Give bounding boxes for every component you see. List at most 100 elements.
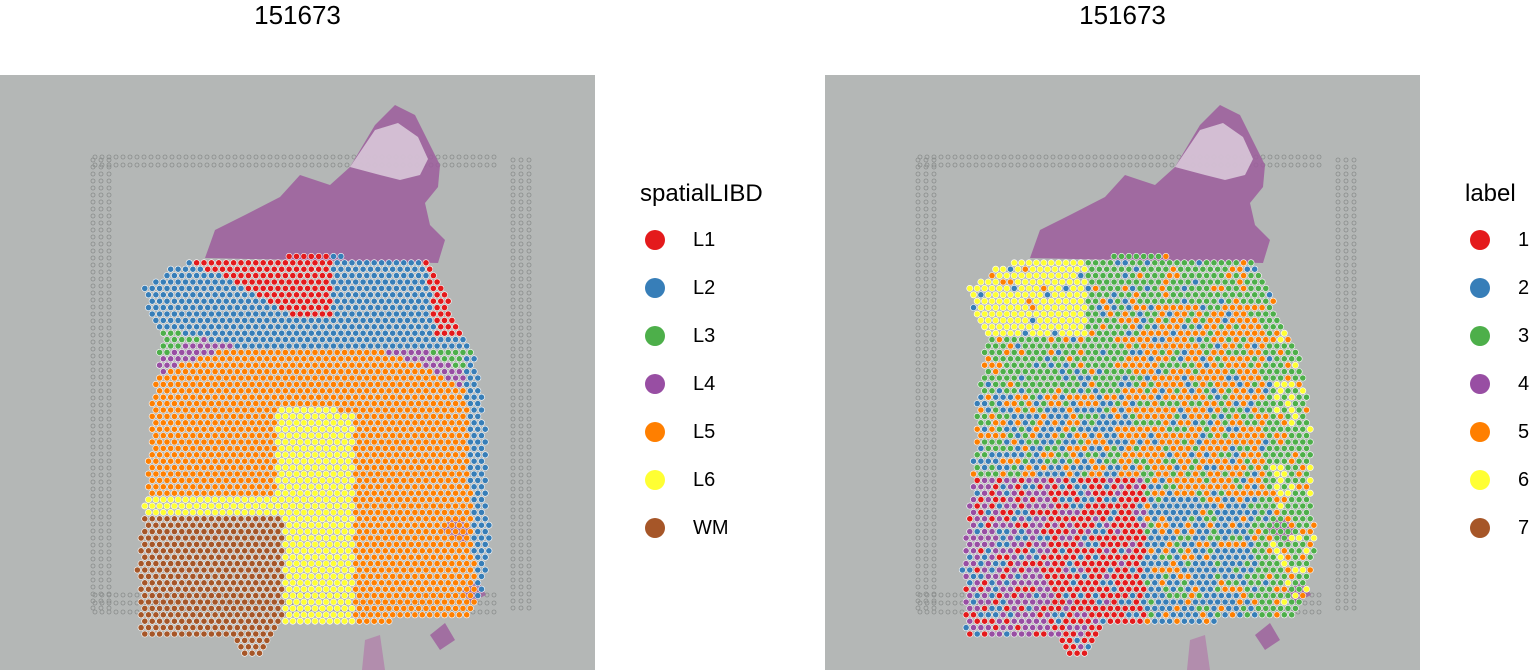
right-spot bbox=[1169, 560, 1177, 567]
left-spot bbox=[437, 323, 445, 331]
left-spot bbox=[274, 540, 282, 548]
left-spot bbox=[474, 412, 482, 420]
left-spot bbox=[333, 476, 341, 484]
left-spot bbox=[315, 560, 323, 567]
right-spot bbox=[1199, 560, 1207, 567]
left-spot bbox=[415, 374, 422, 382]
left-spot bbox=[422, 502, 430, 510]
left-spot bbox=[215, 412, 223, 420]
left-spot bbox=[300, 444, 308, 452]
left-spot bbox=[359, 329, 367, 337]
left-spot bbox=[244, 502, 252, 510]
left-spot bbox=[370, 528, 378, 535]
left-spot bbox=[422, 553, 430, 561]
right-spot bbox=[1169, 572, 1177, 580]
left-spot bbox=[145, 611, 152, 619]
left-spot bbox=[311, 374, 319, 382]
left-spot bbox=[459, 438, 467, 446]
right-spot bbox=[977, 393, 985, 401]
right-spot bbox=[1121, 438, 1129, 446]
left-spot bbox=[355, 540, 363, 548]
right-spot bbox=[1166, 284, 1173, 292]
left-spot bbox=[267, 361, 274, 369]
right-spot bbox=[1243, 368, 1251, 375]
left-spot bbox=[348, 489, 356, 497]
right-spot bbox=[1143, 592, 1151, 599]
left-spot bbox=[252, 617, 260, 625]
right-spot bbox=[1044, 419, 1051, 427]
left-spot bbox=[418, 304, 426, 311]
left-spot bbox=[463, 355, 471, 363]
left-spot bbox=[418, 291, 426, 299]
left-spot bbox=[348, 592, 356, 599]
right-spot bbox=[1203, 451, 1210, 459]
right-spot bbox=[1225, 464, 1233, 471]
left-spot bbox=[318, 297, 326, 305]
left-spot bbox=[337, 444, 345, 452]
left-spot bbox=[159, 611, 167, 619]
right-spot bbox=[1188, 348, 1196, 356]
right-spot bbox=[1040, 476, 1048, 484]
left-spot bbox=[237, 502, 245, 510]
left-spot bbox=[141, 566, 149, 574]
right-spot bbox=[1288, 560, 1296, 567]
left-spot bbox=[152, 624, 160, 631]
left-spot bbox=[204, 342, 212, 350]
left-spot bbox=[270, 304, 278, 311]
right-spot bbox=[1166, 272, 1173, 279]
left-spot bbox=[389, 534, 397, 542]
left-spot bbox=[263, 572, 271, 580]
right-spot bbox=[1225, 540, 1233, 548]
right-spot bbox=[1254, 387, 1262, 395]
left-spot bbox=[244, 361, 252, 369]
left-spot bbox=[170, 464, 178, 471]
left-spot bbox=[333, 336, 341, 343]
left-spot bbox=[281, 310, 289, 318]
left-spot bbox=[263, 432, 271, 439]
right-spot bbox=[1199, 598, 1207, 606]
right-spot bbox=[970, 560, 977, 567]
right-spot bbox=[1103, 406, 1111, 414]
left-spot bbox=[378, 400, 385, 407]
left-spot bbox=[259, 540, 267, 548]
right-spot bbox=[1280, 534, 1288, 542]
left-spot bbox=[333, 374, 341, 382]
left-spot bbox=[385, 310, 393, 318]
right-spot bbox=[981, 502, 988, 510]
left-spot bbox=[444, 515, 452, 523]
right-spot bbox=[1136, 259, 1144, 267]
right-spot bbox=[1007, 508, 1014, 516]
left-spot bbox=[215, 502, 223, 510]
left-spot bbox=[289, 361, 297, 369]
left-spot bbox=[244, 284, 252, 292]
left-spot bbox=[263, 278, 271, 286]
right-spot bbox=[995, 553, 1003, 561]
right-spot bbox=[1180, 476, 1188, 484]
left-spot bbox=[304, 361, 311, 369]
right-spot bbox=[1114, 553, 1122, 561]
left-spot bbox=[363, 605, 371, 612]
right-spot bbox=[977, 521, 985, 529]
left-spot bbox=[407, 310, 415, 318]
left-spot bbox=[330, 304, 337, 311]
left-spot bbox=[389, 585, 397, 593]
left-spot bbox=[363, 400, 371, 407]
right-spot bbox=[1084, 374, 1092, 382]
left-spot bbox=[352, 470, 360, 478]
right-spot bbox=[1247, 310, 1255, 318]
left-spot bbox=[219, 419, 226, 427]
right-spot bbox=[1192, 534, 1199, 542]
right-spot bbox=[1155, 342, 1162, 350]
right-spot bbox=[1081, 598, 1088, 606]
right-spot bbox=[1225, 387, 1233, 395]
right-spot bbox=[970, 547, 977, 555]
left-spot bbox=[215, 579, 223, 587]
left-spot bbox=[259, 259, 267, 267]
right-spot bbox=[1210, 476, 1218, 484]
left-spot bbox=[429, 579, 437, 587]
left-spot bbox=[230, 617, 237, 625]
left-spot bbox=[463, 496, 471, 503]
right-spot bbox=[1106, 284, 1114, 292]
left-spot bbox=[204, 406, 212, 414]
left-spot bbox=[156, 284, 163, 292]
